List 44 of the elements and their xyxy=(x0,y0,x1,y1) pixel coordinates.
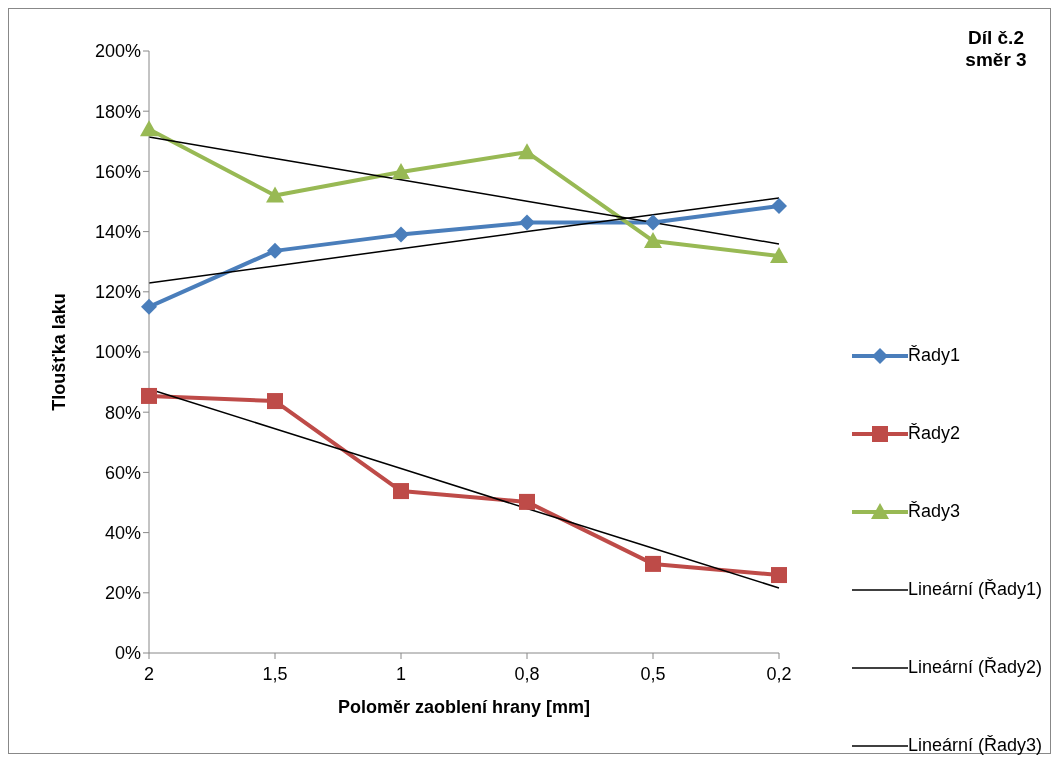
text: Díl č.2 směr 3 xyxy=(964,27,1028,71)
x-tick-label: 1 xyxy=(395,663,407,684)
point xyxy=(267,393,283,410)
point xyxy=(267,242,283,259)
y-tick-label: 140% xyxy=(94,221,141,242)
y-tick-label: 200% xyxy=(94,41,141,62)
point xyxy=(771,567,787,584)
y-tick-label: 120% xyxy=(94,282,141,303)
point xyxy=(141,298,157,315)
point xyxy=(519,214,535,231)
point xyxy=(770,246,788,263)
point xyxy=(266,186,284,203)
point xyxy=(393,226,409,243)
x-tick-label: 0,2 xyxy=(766,663,792,684)
y-tick-label: 180% xyxy=(94,101,141,122)
x-tick-label: 0,5 xyxy=(640,663,666,684)
point xyxy=(392,163,410,179)
y-tick-label: 60% xyxy=(104,462,141,483)
y-tick-label: 0% xyxy=(114,643,141,664)
point xyxy=(140,120,158,137)
point xyxy=(141,387,157,404)
point xyxy=(519,493,535,510)
point xyxy=(645,214,661,231)
legend-label: Lineární (Řady3) xyxy=(907,735,1042,756)
x-tick-label: 0,8 xyxy=(514,663,540,684)
y-axis-title: Tloušťka laku xyxy=(49,293,70,411)
point xyxy=(645,555,661,572)
x-tick-label: 1,5 xyxy=(262,663,288,684)
point xyxy=(393,483,409,500)
point xyxy=(518,143,536,160)
y-tick-label: 20% xyxy=(104,583,141,604)
legend-label: Lineární (Řady2) xyxy=(907,657,1042,678)
x-tick-label: 2 xyxy=(143,663,155,684)
y-tick-label: 40% xyxy=(104,522,141,543)
point xyxy=(771,198,787,215)
point xyxy=(644,231,662,248)
y-tick-label: 100% xyxy=(94,342,141,363)
legend-label: Řady3 xyxy=(907,501,960,522)
legend-label: Lineární (Řady1) xyxy=(907,579,1042,600)
y-tick-label: 160% xyxy=(94,161,141,182)
x-axis-title: Poloměr zaoblení hrany [mm] xyxy=(337,697,591,717)
y-tick-label: 80% xyxy=(104,402,141,423)
legend-label: Řady2 xyxy=(907,423,960,444)
legend-label: Řady1 xyxy=(907,345,960,366)
